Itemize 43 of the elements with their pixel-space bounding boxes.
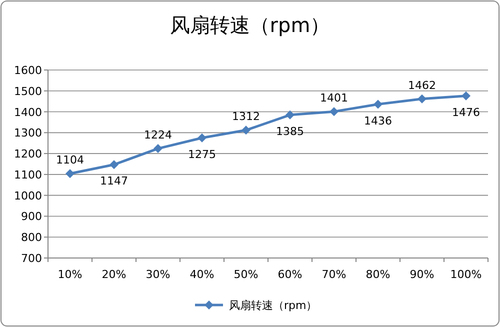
x-tick-label: 100% bbox=[450, 268, 482, 281]
data-label: 1312 bbox=[232, 110, 260, 124]
y-tick-label: 700 bbox=[21, 252, 42, 265]
x-tick-label: 50% bbox=[234, 268, 258, 281]
point bbox=[462, 91, 470, 100]
point bbox=[110, 160, 118, 170]
point bbox=[330, 107, 338, 116]
y-tick-label: 900 bbox=[21, 210, 42, 224]
x-tick-label: 30% bbox=[146, 268, 170, 281]
data-label: 1275 bbox=[188, 148, 216, 161]
data-label: 1401 bbox=[320, 92, 348, 105]
y-tick-label: 800 bbox=[21, 231, 42, 244]
y-tick-label: 1600 bbox=[14, 64, 42, 77]
x-tick-label: 70% bbox=[322, 268, 346, 281]
y-tick-label: 1400 bbox=[14, 106, 42, 119]
data-label: 1476 bbox=[452, 106, 480, 119]
data-label: 1385 bbox=[276, 124, 304, 138]
legend: 风扇转速（rpm） bbox=[195, 299, 318, 312]
x-tick-label: 10% bbox=[58, 268, 82, 281]
x-tick-label: 60% bbox=[278, 268, 302, 281]
chart-title: 风扇转速（rpm） bbox=[170, 13, 330, 37]
data-label: 1147 bbox=[100, 174, 128, 188]
x-tick-label: 40% bbox=[190, 268, 214, 281]
x-tick-label: 90% bbox=[410, 268, 434, 281]
data-label: 1104 bbox=[56, 154, 84, 167]
point bbox=[66, 169, 74, 178]
y-tick-label: 1100 bbox=[14, 168, 42, 182]
point bbox=[154, 144, 162, 154]
point bbox=[242, 126, 250, 135]
data-label: 1224 bbox=[144, 128, 172, 142]
y-tick-label: 1300 bbox=[14, 126, 42, 140]
data-label: 1436 bbox=[364, 114, 392, 128]
point bbox=[374, 100, 382, 109]
legend-label: 风扇转速（rpm） bbox=[229, 299, 318, 312]
y-tick-label: 1000 bbox=[14, 189, 42, 202]
point bbox=[286, 110, 294, 120]
point bbox=[418, 94, 426, 104]
y-tick-label: 1200 bbox=[14, 148, 42, 161]
x-tick-label: 20% bbox=[102, 268, 126, 281]
y-tick-label: 1500 bbox=[14, 84, 42, 98]
x-tick-label: 80% bbox=[366, 268, 390, 281]
point bbox=[198, 133, 206, 142]
data-label: 1462 bbox=[408, 78, 436, 92]
